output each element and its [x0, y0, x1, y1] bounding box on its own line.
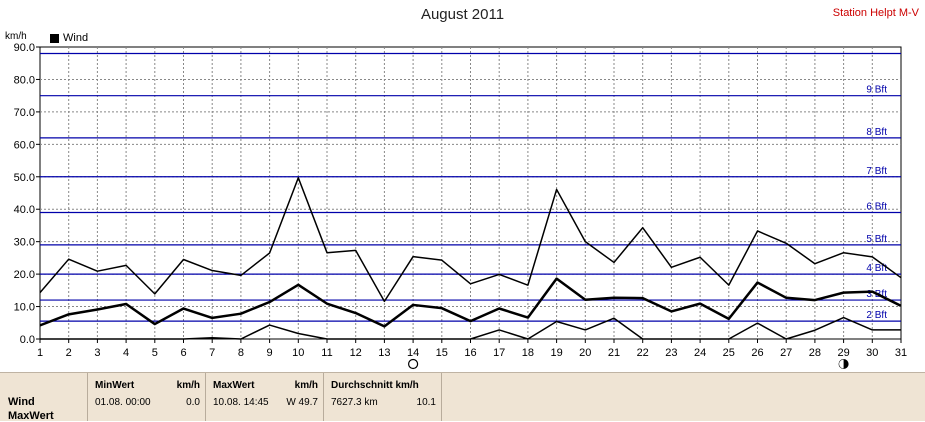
y-tick-label: 40.0: [14, 204, 35, 216]
y-axis-unit: km/h: [5, 31, 27, 42]
x-tick-label: 23: [665, 347, 677, 359]
new-moon-crescent: [839, 359, 844, 369]
max-time: 10.08. 14:45: [213, 397, 269, 408]
legend: Wind: [50, 32, 88, 44]
stats-avg-cell: Durchschnitt km/h 7627.3 km 10.1: [323, 373, 442, 421]
x-tick-label: 12: [350, 347, 362, 359]
y-tick-label: 20.0: [14, 269, 35, 281]
stats-row-wind: Wind: [8, 396, 35, 408]
min-time: 01.08. 00:00: [95, 397, 151, 408]
x-tick-label: 27: [780, 347, 792, 359]
x-tick-label: 11: [321, 347, 332, 359]
x-tick-label: 26: [751, 347, 763, 359]
series-line-2: [39, 277, 902, 328]
x-tick-label: 30: [866, 347, 878, 359]
x-tick-label: 2: [66, 347, 72, 359]
x-tick-label: 1: [37, 347, 43, 359]
x-tick-label: 21: [608, 347, 620, 359]
y-tick-labels: 0.0 10.0 20.0 30.0 40.0 50.0 60.0 70.0 80.0 90.0: [14, 42, 35, 346]
stats-min-cell: MinWert km/h 01.08. 00:00 0.0: [87, 373, 205, 421]
stats-max-cell: MaxWert km/h 10.08. 14:45 W 49.7: [205, 373, 323, 421]
y-tick-label: 30.0: [14, 237, 35, 249]
x-tick-label: 6: [180, 347, 186, 359]
x-tick-label: 18: [522, 347, 534, 359]
series-line-3: [40, 316, 901, 340]
max-unit: km/h: [294, 380, 318, 391]
bft-label: 8 Bft: [866, 127, 887, 138]
bft-label: 2 Bft: [866, 310, 887, 321]
x-tick-label: 13: [378, 347, 390, 359]
series-group: [39, 177, 902, 340]
avg-distance: 7627.3 km: [331, 397, 378, 408]
x-tick-label: 3: [94, 347, 100, 359]
x-tick-label: 19: [550, 347, 562, 359]
x-tick-label: 4: [123, 347, 129, 359]
x-tick-label: 28: [809, 347, 821, 359]
x-tick-label: 15: [436, 347, 448, 359]
min-value: 0.0: [186, 397, 200, 408]
y-tick-label: 0.0: [20, 334, 35, 346]
legend-swatch: [50, 33, 59, 43]
bft-label: 5 Bft: [866, 234, 887, 245]
y-tick-label: 60.0: [14, 139, 35, 151]
min-header: MinWert: [95, 380, 135, 391]
y-tick-label: 80.0: [14, 74, 35, 86]
x-tick-label: 10: [292, 347, 304, 359]
stats-panel: Wind MaxWert MinWert km/h 01.08. 00:00 0…: [0, 372, 925, 422]
min-unit: km/h: [176, 380, 200, 391]
bft-label: 4 Bft: [866, 263, 887, 274]
series-line-1: [39, 177, 902, 303]
bft-label: 6 Bft: [866, 201, 887, 212]
stats-row-maxwert: MaxWert: [8, 410, 54, 422]
x-tick-label: 24: [694, 347, 706, 359]
chart-title: August 2011: [420, 6, 505, 23]
bft-label: 7 Bft: [866, 166, 887, 177]
y-tick-label: 70.0: [14, 107, 35, 119]
full-moon-icon: [408, 358, 419, 370]
bft-label: 9 Bft: [866, 85, 887, 96]
x-tick-label: 22: [637, 347, 649, 359]
x-tick-label: 8: [238, 347, 244, 359]
avg-header: Durchschnitt km/h: [331, 380, 419, 391]
avg-value: 10.1: [416, 397, 436, 408]
x-tick-label: 17: [493, 347, 505, 359]
moon-phase-markers: [408, 358, 849, 370]
x-tick-label: 7: [209, 347, 215, 359]
x-tick-label: 16: [464, 347, 476, 359]
y-tick-label: 50.0: [14, 172, 35, 184]
max-header: MaxWert: [213, 380, 255, 391]
legend-label: Wind: [63, 32, 89, 44]
x-tick-label: 20: [579, 347, 591, 359]
x-tick-label: 29: [837, 347, 849, 359]
x-tick-label: 25: [723, 347, 735, 359]
x-tick-label: 5: [152, 347, 158, 359]
x-tick-labels: 1 2 3 4 5 6 7 8 9 10 11 12 13 14 15 16 17 18 19 20 21 22 23 24 2…: [37, 347, 907, 359]
x-tick-label: 31: [895, 347, 907, 359]
max-value: W 49.7: [286, 397, 318, 408]
y-tick-label: 90.0: [14, 42, 35, 54]
x-tick-label: 9: [267, 347, 273, 359]
station-name: Station Helpt M-V: [832, 7, 919, 19]
x-tick-label: 14: [407, 347, 419, 359]
y-tick-label: 10.0: [14, 302, 35, 314]
